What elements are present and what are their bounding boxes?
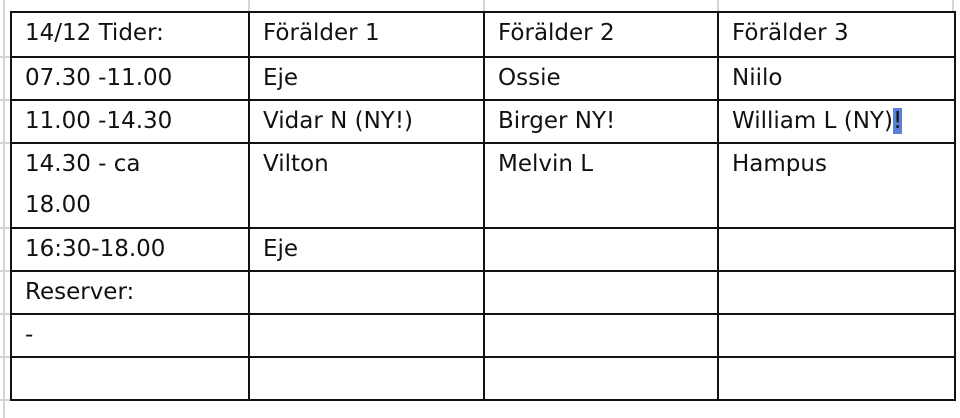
gridline bbox=[0, 227, 10, 229]
cell[interactable]: - bbox=[10, 313, 250, 358]
text-selection[interactable]: ! bbox=[892, 108, 903, 134]
cell[interactable]: Hampus bbox=[717, 142, 956, 229]
table-row: 14.30 - ca 18.00 Vilton Melvin L Hampus bbox=[10, 142, 956, 229]
cell[interactable] bbox=[483, 356, 719, 401]
cell[interactable] bbox=[248, 356, 485, 401]
cell[interactable]: Eje bbox=[248, 56, 485, 101]
gridline bbox=[717, 0, 719, 12]
table-row: 16:30-18.00 Eje bbox=[10, 227, 956, 272]
cell[interactable]: Birger NY! bbox=[483, 99, 719, 144]
cell[interactable]: Förälder 3 bbox=[717, 11, 956, 58]
cell[interactable]: Melvin L bbox=[483, 142, 719, 229]
cell[interactable]: Förälder 2 bbox=[483, 11, 719, 58]
table-row: 07.30 -11.00 Eje Ossie Niilo bbox=[10, 56, 956, 101]
table-row: - bbox=[10, 313, 956, 358]
cell[interactable] bbox=[717, 313, 956, 358]
cell[interactable]: 14/12 Tider: bbox=[10, 11, 250, 58]
gridline bbox=[3, 0, 5, 418]
cell-text: William L (NY) bbox=[732, 108, 893, 134]
table-row: Reserver: bbox=[10, 270, 956, 315]
cell[interactable]: Vidar N (NY!) bbox=[248, 99, 485, 144]
cell-active[interactable]: William L (NY)! bbox=[717, 99, 956, 144]
schedule-table: 14/12 Tider: Förälder 1 Förälder 2 Föräl… bbox=[10, 11, 956, 401]
gridline bbox=[0, 313, 10, 315]
cell[interactable]: 11.00 -14.30 bbox=[10, 99, 250, 144]
gridline bbox=[0, 270, 10, 272]
cell[interactable] bbox=[717, 270, 956, 315]
cell[interactable]: Förälder 1 bbox=[248, 11, 485, 58]
cell[interactable]: 16:30-18.00 bbox=[10, 227, 250, 272]
cell[interactable] bbox=[248, 270, 485, 315]
gridline bbox=[0, 142, 10, 144]
cell[interactable] bbox=[248, 313, 485, 358]
cell[interactable]: 07.30 -11.00 bbox=[10, 56, 250, 101]
cell[interactable] bbox=[483, 313, 719, 358]
cell[interactable] bbox=[717, 356, 956, 401]
cell[interactable]: Ossie bbox=[483, 56, 719, 101]
cell[interactable]: Reserver: bbox=[10, 270, 250, 315]
gridline bbox=[0, 356, 10, 358]
cell[interactable]: 14.30 - ca 18.00 bbox=[10, 142, 250, 229]
table-row: 11.00 -14.30 Vidar N (NY!) Birger NY! Wi… bbox=[10, 99, 956, 144]
cell[interactable] bbox=[717, 227, 956, 272]
gridline bbox=[483, 0, 485, 12]
gridline bbox=[952, 0, 954, 12]
table-row bbox=[10, 356, 956, 401]
gridline bbox=[0, 399, 10, 401]
header-row: 14/12 Tider: Förälder 1 Förälder 2 Föräl… bbox=[10, 11, 956, 58]
cell[interactable]: Vilton bbox=[248, 142, 485, 229]
cell[interactable]: Niilo bbox=[717, 56, 956, 101]
gridline bbox=[0, 56, 10, 58]
gridline bbox=[0, 99, 10, 101]
gridline bbox=[248, 0, 250, 12]
cell[interactable] bbox=[483, 227, 719, 272]
cell[interactable]: Eje bbox=[248, 227, 485, 272]
cell[interactable] bbox=[10, 356, 250, 401]
cell[interactable] bbox=[483, 270, 719, 315]
